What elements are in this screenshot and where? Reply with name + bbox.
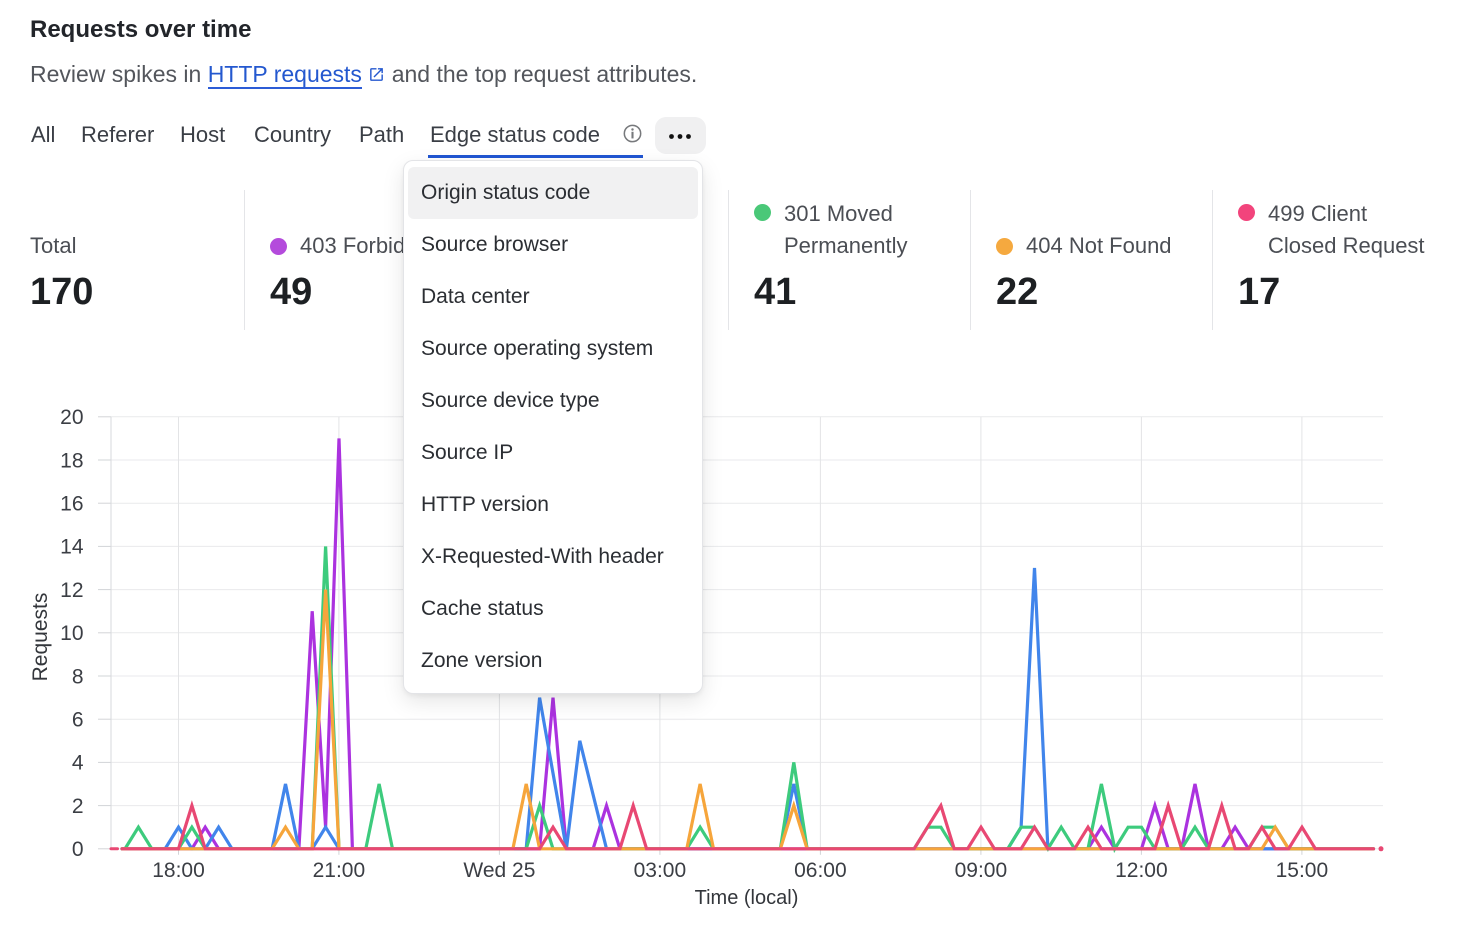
svg-text:10: 10: [60, 622, 83, 645]
svg-text:21:00: 21:00: [313, 859, 366, 882]
svg-text:03:00: 03:00: [634, 859, 687, 882]
svg-text:0: 0: [72, 838, 84, 861]
svg-text:2: 2: [72, 795, 84, 818]
svg-text:4: 4: [72, 752, 84, 775]
svg-text:20: 20: [60, 406, 83, 429]
svg-text:6: 6: [72, 709, 84, 732]
svg-text:16: 16: [60, 493, 83, 516]
svg-text:18: 18: [60, 449, 83, 472]
svg-text:8: 8: [72, 665, 84, 688]
svg-text:12: 12: [60, 579, 83, 602]
svg-text:09:00: 09:00: [955, 859, 1008, 882]
svg-text:Wed 25: Wed 25: [463, 859, 535, 882]
svg-text:15:00: 15:00: [1276, 859, 1329, 882]
svg-text:14: 14: [60, 536, 84, 559]
svg-text:Requests: Requests: [29, 593, 52, 682]
svg-text:18:00: 18:00: [152, 859, 205, 882]
svg-text:06:00: 06:00: [794, 859, 847, 882]
svg-text:Time (local): Time (local): [695, 887, 799, 909]
svg-text:12:00: 12:00: [1115, 859, 1168, 882]
